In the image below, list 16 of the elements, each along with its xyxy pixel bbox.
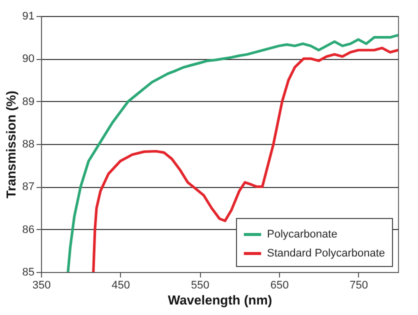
- x-axis-title: Wavelength (nm): [168, 292, 272, 308]
- legend-label: Standard Polycarbonate: [267, 248, 386, 260]
- legend-label: Polycarbonate: [267, 228, 338, 240]
- y-tick-label: 86: [22, 224, 34, 236]
- y-tick-label: 90: [22, 53, 34, 66]
- x-tick-label: 350: [32, 280, 51, 292]
- x-tick-label: 650: [270, 280, 289, 292]
- y-axis-title: Transmission (%): [3, 90, 18, 198]
- y-tick-label: 87: [22, 181, 34, 194]
- y-tick-label: 89: [22, 96, 34, 108]
- x-tick-label: 750: [350, 280, 368, 292]
- y-tick-label: 85: [22, 266, 34, 278]
- y-tick-label: 91: [22, 10, 34, 22]
- x-tick-label: 450: [112, 280, 130, 292]
- x-tick-label: 550: [190, 280, 210, 292]
- y-tick-label: 88: [22, 138, 34, 150]
